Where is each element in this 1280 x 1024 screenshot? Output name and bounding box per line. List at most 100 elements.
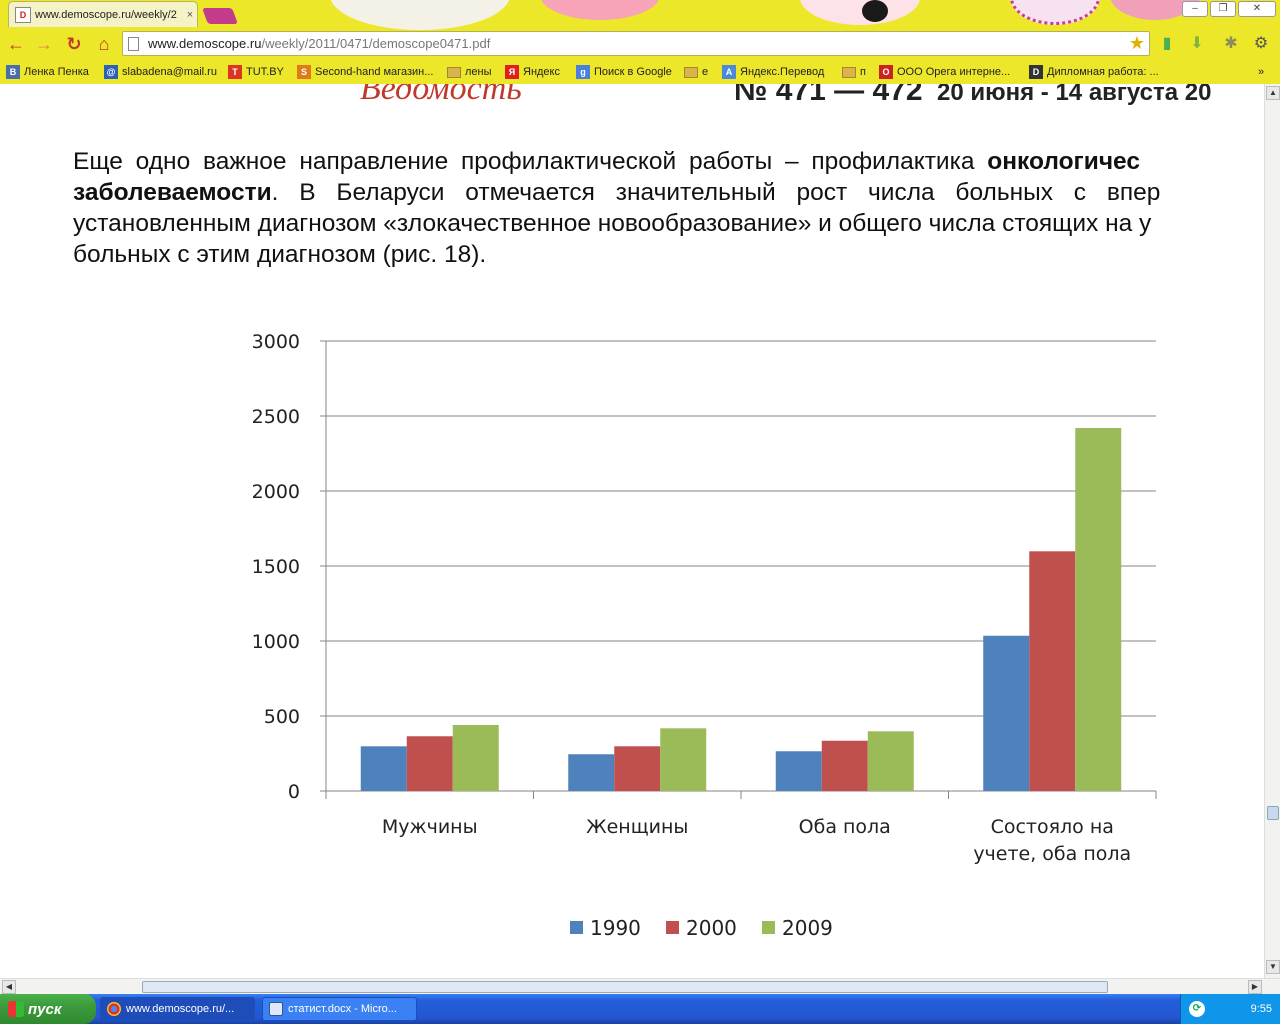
bar-2009	[1075, 428, 1122, 791]
url-text[interactable]: www.demoscope.ru/weekly/2011/0471/demosc…	[148, 36, 490, 51]
word-document-icon	[269, 1002, 283, 1016]
bookmark-label: ООО Орега интерне...	[897, 66, 1011, 78]
line3-text: установленным диагнозом «злокачественное…	[73, 210, 1152, 237]
start-button[interactable]: пуск	[0, 994, 96, 1024]
tab-demoscope[interactable]: D www.demoscope.ru/weekly/2 ×	[8, 1, 198, 27]
paragraph-line-1: Еще одно важное направление профилактиче…	[73, 146, 1264, 177]
bookmark-item[interactable]: g Поиск в Google	[576, 63, 672, 81]
vertical-scroll-thumb[interactable]	[1267, 806, 1279, 820]
address-bar[interactable]: www.demoscope.ru/weekly/2011/0471/demosc…	[122, 31, 1150, 56]
tab-title: www.demoscope.ru/weekly/2	[35, 8, 177, 21]
bookmark-item[interactable]: O ООО Орега интерне...	[879, 63, 1010, 81]
bookmark-item[interactable]: @ slabadena@mail.ru	[104, 63, 217, 81]
bar-2009	[452, 725, 499, 791]
paw-extension-icon[interactable]: ✱	[1224, 35, 1238, 52]
wrench-menu-icon[interactable]: ⚙	[1253, 35, 1269, 52]
bookmark-item[interactable]: п	[842, 63, 866, 81]
windows-flag-icon	[8, 1001, 24, 1017]
network-tray-icon[interactable]: ⟳	[1189, 1001, 1205, 1017]
bookmark-label: е	[702, 66, 709, 78]
bar-2000	[614, 746, 661, 791]
bar-chart: 0 500 1000 1500 2000 2500 3000 Мужчины Женщины Об…	[252, 331, 1157, 940]
y-tick-label: 0	[288, 781, 300, 803]
decor-flower	[1110, 0, 1200, 20]
x-category-label: Женщины	[586, 816, 688, 838]
bookmark-label: лены	[465, 66, 492, 78]
back-button[interactable]: ←	[7, 34, 25, 54]
bookmark-label: Second-hand магазин...	[315, 66, 434, 78]
bookmark-label: п	[860, 66, 866, 78]
bookmark-item[interactable]: S Second-hand магазин...	[297, 63, 433, 81]
bar-1990	[775, 751, 822, 791]
bookmark-star-icon[interactable]: ★	[1128, 33, 1145, 53]
bookmarks-more-button[interactable]: »	[1258, 66, 1265, 78]
bookmark-label: Поиск в Google	[594, 66, 672, 78]
browser-chrome: D www.demoscope.ru/weekly/2 × – ❐ ✕ ← → …	[0, 0, 1280, 84]
line1-text: Еще одно важное направление профилактиче…	[73, 148, 988, 175]
bookmark-item[interactable]: Я Яндекс	[505, 63, 560, 81]
bookmark-item[interactable]: лены	[447, 63, 492, 81]
bookmark-item[interactable]: B Ленка Пенка	[6, 63, 89, 81]
bookmark-item[interactable]: A Яндекс.Перевод	[722, 63, 824, 81]
bookmark-label: TUT.BY	[246, 66, 284, 78]
scroll-right-arrow-icon[interactable]: ▶	[1248, 980, 1262, 994]
x-category-label: Мужчины	[382, 816, 478, 838]
clock: 9:55	[1250, 1003, 1272, 1015]
bar-1990	[983, 635, 1030, 791]
translate-icon: A	[722, 65, 736, 79]
new-tab-button[interactable]	[202, 8, 238, 24]
legend-label: 1990	[590, 916, 641, 940]
x-category-label: учете, оба пола	[973, 843, 1131, 865]
magazine-logo-fragment: Ведомость	[360, 84, 522, 107]
scroll-up-arrow-icon[interactable]: ▲	[1266, 86, 1280, 100]
bookmark-label: Ленка Пенка	[24, 66, 89, 78]
paragraph-line-3: установленным диагнозом «злокачественное…	[73, 208, 1264, 239]
diploma-icon: D	[1029, 65, 1043, 79]
scroll-down-arrow-icon[interactable]: ▼	[1266, 960, 1280, 974]
line2-bold: заболеваемости	[73, 179, 272, 206]
tab-close-icon[interactable]: ×	[186, 8, 194, 21]
bookmark-label: Дипломная работа: ...	[1047, 66, 1159, 78]
google-icon: g	[576, 65, 590, 79]
reload-button[interactable]: ↻	[66, 34, 82, 54]
forward-button[interactable]: →	[35, 34, 53, 54]
horizontal-scroll-thumb[interactable]	[142, 981, 1108, 993]
mail-icon: @	[104, 65, 118, 79]
signal-extension-icon[interactable]: ▮	[1162, 35, 1172, 52]
x-category-label: Состояло на	[991, 816, 1114, 838]
minimize-button[interactable]: –	[1182, 1, 1208, 17]
task-word-label: статист.docx - Micro...	[288, 1003, 397, 1015]
bookmark-item[interactable]: T TUT.BY	[228, 63, 284, 81]
start-label: пуск	[28, 1000, 62, 1018]
navigation-toolbar: ← → ↻ ⌂ www.demoscope.ru/weekly/2011/047…	[0, 28, 1280, 60]
bar-2009	[660, 728, 707, 791]
orega-icon: O	[879, 65, 893, 79]
bookmark-label: Яндекс	[523, 66, 560, 78]
horizontal-scrollbar[interactable]: ◀ ▶	[0, 978, 1280, 994]
task-chrome[interactable]: www.demoscope.ru/...	[100, 997, 255, 1021]
scroll-left-arrow-icon[interactable]: ◀	[2, 980, 16, 994]
home-button[interactable]: ⌂	[98, 34, 110, 54]
tab-strip: D www.demoscope.ru/weekly/2 × – ❐ ✕	[0, 0, 1280, 28]
system-tray: ⟳ 9:55	[1180, 994, 1280, 1024]
task-word[interactable]: статист.docx - Micro...	[262, 997, 417, 1021]
download-extension-icon[interactable]: ⬇	[1190, 35, 1204, 52]
paragraph-line-4: больных с этим диагнозом (рис. 18).	[73, 239, 1264, 270]
bookmark-label: slabadena@mail.ru	[122, 66, 217, 78]
decor-flower	[862, 0, 888, 22]
url-host: www.demoscope.ru	[148, 36, 262, 51]
folder-icon	[842, 66, 856, 78]
secondhand-icon: S	[297, 65, 311, 79]
tutby-icon: T	[228, 65, 242, 79]
close-window-button[interactable]: ✕	[1238, 1, 1276, 17]
bookmark-item[interactable]: D Дипломная работа: ...	[1029, 63, 1159, 81]
y-tick-label: 2000	[252, 481, 300, 503]
folder-icon	[447, 66, 461, 78]
y-tick-label: 2500	[252, 406, 300, 428]
bar-2000	[1029, 551, 1076, 791]
vertical-scrollbar[interactable]: ▲ ▼	[1264, 84, 1280, 978]
bar-2009	[867, 731, 914, 791]
restore-button[interactable]: ❐	[1210, 1, 1236, 17]
bookmark-item[interactable]: е	[684, 63, 708, 81]
vk-icon: B	[6, 65, 20, 79]
